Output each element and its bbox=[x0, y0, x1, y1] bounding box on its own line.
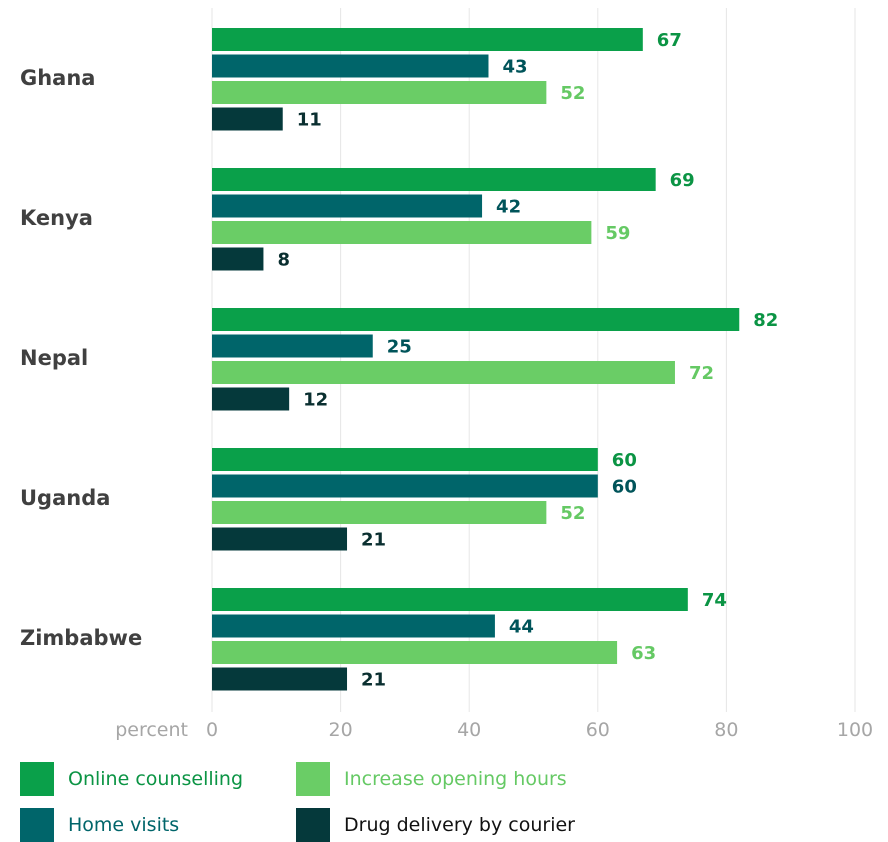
data-label: 59 bbox=[605, 223, 630, 244]
bar bbox=[212, 527, 348, 551]
legend-swatch bbox=[296, 808, 330, 842]
legend-swatch bbox=[20, 808, 54, 842]
bar bbox=[212, 667, 348, 691]
data-label: 60 bbox=[612, 477, 637, 498]
data-label: 74 bbox=[702, 590, 727, 611]
x-tick-label: 100 bbox=[837, 719, 873, 741]
bars bbox=[212, 28, 740, 691]
data-label: 82 bbox=[753, 310, 778, 331]
bar bbox=[212, 614, 495, 638]
category-label: Uganda bbox=[20, 486, 110, 510]
bar bbox=[212, 194, 483, 218]
legend-label: Increase opening hours bbox=[344, 768, 567, 790]
data-label: 60 bbox=[612, 450, 637, 471]
category-label: Nepal bbox=[20, 346, 88, 370]
legend-item-online-counselling: Online counselling bbox=[20, 762, 243, 796]
legend: Online counselling Increase opening hour… bbox=[0, 756, 888, 842]
x-tick-label: 80 bbox=[714, 719, 738, 741]
x-axis: percent 0 20 40 60 80 100 bbox=[115, 719, 873, 741]
data-label: 11 bbox=[297, 110, 322, 131]
bar bbox=[212, 221, 592, 244]
bar bbox=[212, 588, 688, 611]
bar bbox=[212, 387, 290, 411]
data-label: 21 bbox=[361, 670, 386, 691]
legend-swatch bbox=[296, 762, 330, 796]
legend-label: Home visits bbox=[68, 814, 180, 836]
legend-item-home-visits: Home visits bbox=[20, 808, 179, 842]
bar bbox=[212, 641, 618, 664]
bar bbox=[212, 308, 740, 331]
legend-label: Drug delivery by courier bbox=[344, 814, 575, 836]
x-tick-label: 0 bbox=[206, 719, 218, 741]
bar bbox=[212, 81, 547, 104]
x-tick-label: 40 bbox=[457, 719, 481, 741]
data-label: 44 bbox=[509, 617, 534, 638]
data-label: 43 bbox=[502, 57, 527, 78]
bar bbox=[212, 168, 656, 191]
bar bbox=[212, 334, 373, 358]
category-label: Zimbabwe bbox=[20, 626, 142, 650]
legend-label: Online counselling bbox=[68, 768, 244, 790]
category-label: Ghana bbox=[20, 66, 95, 90]
bar bbox=[212, 28, 643, 51]
bar bbox=[212, 474, 598, 498]
data-label: 72 bbox=[689, 363, 714, 384]
bar bbox=[212, 448, 598, 471]
data-label: 12 bbox=[303, 390, 328, 411]
legend-item-increase-opening-hours: Increase opening hours bbox=[296, 762, 567, 796]
data-label: 21 bbox=[361, 530, 386, 551]
data-label: 63 bbox=[631, 643, 656, 664]
data-label: 69 bbox=[670, 170, 695, 191]
data-label: 25 bbox=[387, 337, 412, 358]
x-axis-label: percent bbox=[115, 719, 188, 741]
data-label: 52 bbox=[560, 83, 585, 104]
data-label: 42 bbox=[496, 197, 521, 218]
data-label: 52 bbox=[560, 503, 585, 524]
bar bbox=[212, 247, 264, 271]
bar bbox=[212, 54, 489, 78]
category-labels: Ghana Kenya Nepal Uganda Zimbabwe bbox=[20, 66, 142, 650]
category-label: Kenya bbox=[20, 206, 93, 230]
data-label: 8 bbox=[277, 250, 290, 271]
bar-chart: 674352116942598822572126060522174446321 … bbox=[20, 8, 873, 741]
x-tick-label: 20 bbox=[329, 719, 353, 741]
value-labels: 67 43 52 11 69 42 59 8 82 25 72 12 60 60 52 21 74 44 63 21 bbox=[277, 30, 778, 691]
legend-item-drug-delivery: Drug delivery by courier bbox=[296, 808, 575, 842]
bar bbox=[212, 501, 547, 524]
x-tick-label: 60 bbox=[586, 719, 610, 741]
data-label: 67 bbox=[657, 30, 682, 51]
bar bbox=[212, 107, 283, 131]
legend-swatch bbox=[20, 762, 54, 796]
bar bbox=[212, 361, 675, 384]
